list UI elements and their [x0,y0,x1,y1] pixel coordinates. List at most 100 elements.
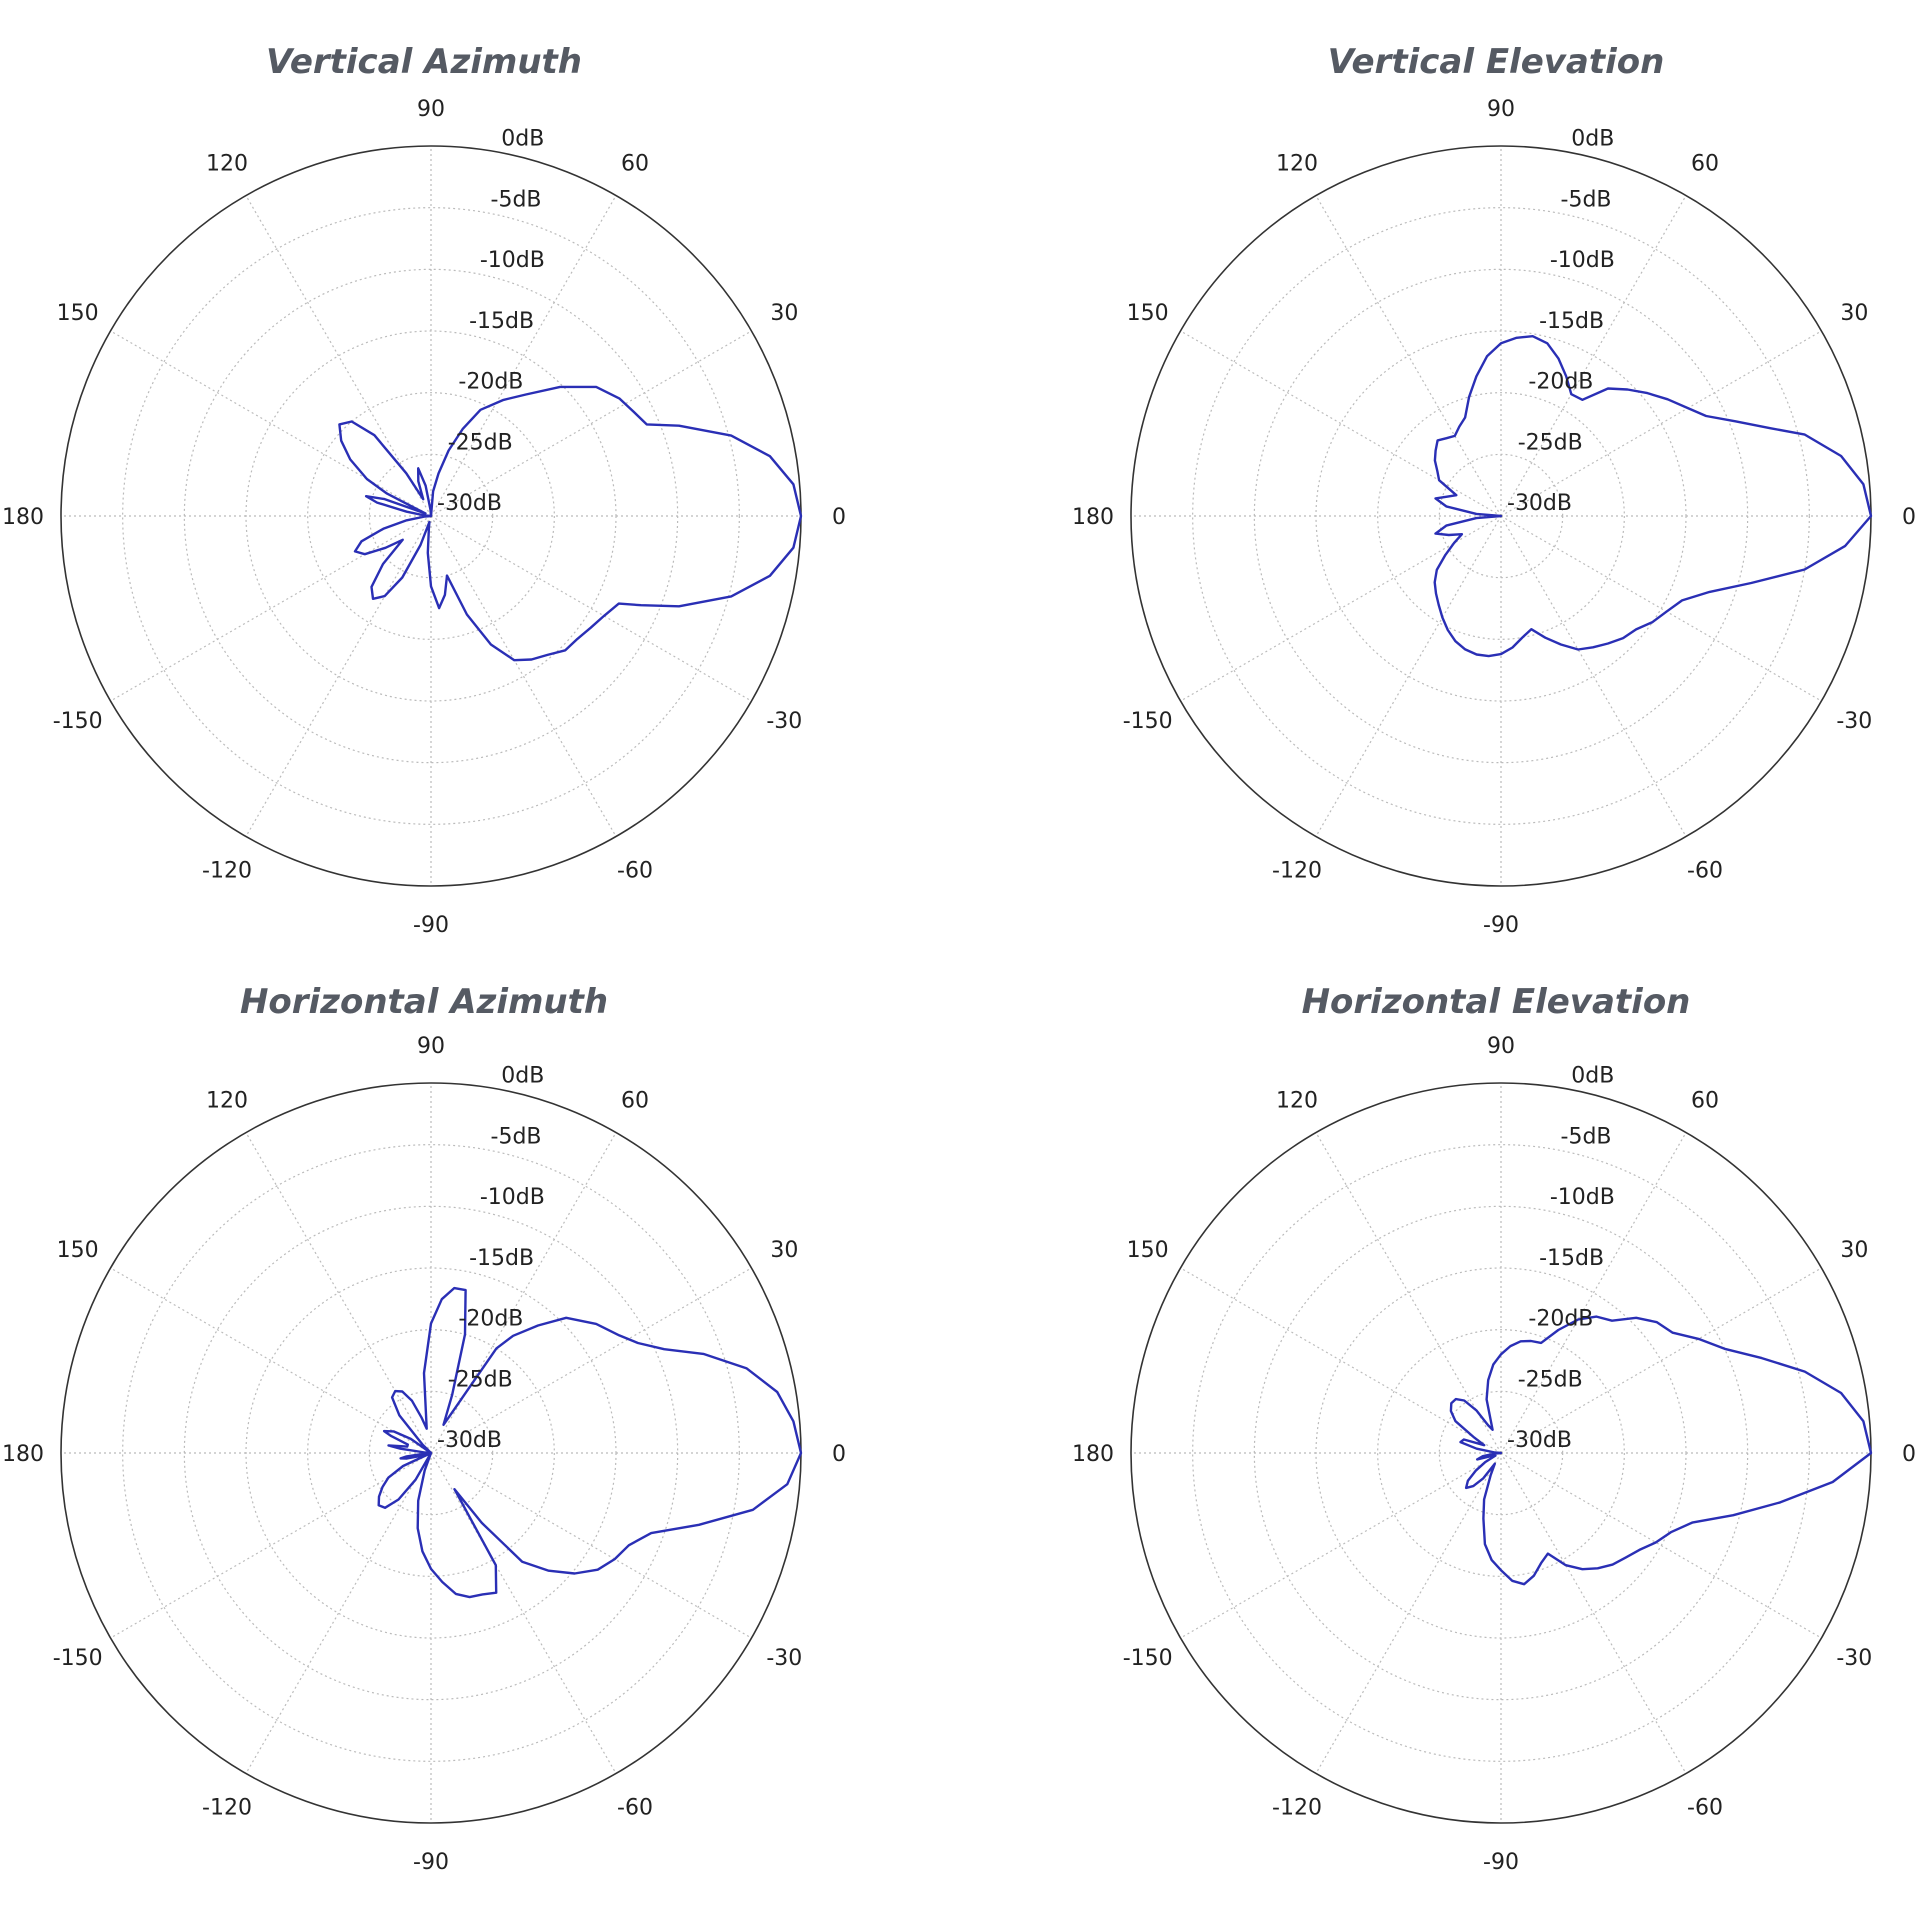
angle-tick-label: 120 [1276,1089,1318,1114]
angle-tick-label: -60 [617,858,653,883]
angle-tick-label: -90 [413,1850,449,1875]
radial-tick-label: -25dB [448,430,513,455]
angular-gridline [110,330,432,517]
radial-gridline [245,1267,617,1639]
angle-tick-label: -150 [1123,1646,1173,1671]
angle-tick-label: 180 [2,1442,44,1467]
angle-tick-label: -120 [202,1795,252,1820]
radial-gridline [1438,453,1564,579]
radial-tick-label: 0dB [501,127,544,152]
angle-tick-label: -30 [1836,1646,1872,1671]
radial-tick-label: -25dB [448,1367,513,1392]
radial-gridline [122,207,740,825]
radial-gridline [1377,1329,1625,1577]
radial-tick-label: -15dB [469,1246,534,1271]
radial-tick-label: -15dB [469,309,534,334]
angular-gridline [110,515,432,702]
angular-gridline [245,1132,432,1454]
radial-gridline [368,1390,494,1516]
chart-title-vertical-azimuth: Vertical Azimuth [265,42,582,82]
angle-tick-label: 150 [57,301,99,326]
angle-tick-label: 90 [417,1034,445,1059]
chart-title-horizontal-elevation: Horizontal Elevation [1301,982,1691,1022]
polar-chart-1: 0 30 60 90 120 150 180 -150 -120 -90 -60 -30 0dB -5dB… [1072,97,1916,938]
angle-tick-label: 180 [1072,1442,1114,1467]
angle-tick-label: -120 [202,858,252,883]
angular-gridline [1315,1452,1502,1774]
angle-tick-label: 60 [621,1089,649,1114]
radial-tick-label: -10dB [1550,1185,1615,1210]
pattern-series-line [1433,335,1873,658]
angular-gridline [1500,515,1687,837]
angular-gridline [110,1452,432,1639]
radial-gridline [1438,1390,1564,1516]
angle-tick-label: 90 [1487,97,1515,122]
angle-tick-label: -150 [53,1646,103,1671]
pattern-series-line [338,385,803,662]
angle-tick-label: -60 [1687,858,1723,883]
radial-gridline [122,1144,740,1762]
angle-tick-label: 150 [1127,301,1169,326]
angle-tick-label: 120 [1276,152,1318,177]
angle-tick-label: -90 [413,913,449,938]
chart-title-vertical-elevation: Vertical Elevation [1327,42,1665,82]
radial-gridline [1192,207,1810,825]
angle-tick-label: -30 [766,1646,802,1671]
radial-tick-label: -30dB [1507,491,1572,516]
angular-gridline [430,1452,617,1774]
angle-tick-label: 90 [417,97,445,122]
angle-tick-label: -120 [1272,858,1322,883]
angle-tick-label: 150 [57,1238,99,1263]
radial-tick-label: -15dB [1539,309,1604,334]
radial-tick-label: -20dB [458,1307,523,1332]
radial-tick-label: 0dB [1571,1064,1614,1089]
pattern-series-line [1449,1315,1873,1586]
angle-tick-label: -90 [1483,1850,1519,1875]
polar-chart-3: 0 30 60 90 120 150 180 -150 -120 -90 -60 -30 0dB -5dB… [1072,1034,1916,1875]
angular-gridline [1500,195,1687,517]
radial-tick-label: -30dB [437,1428,502,1453]
polar-chart-2: 0 30 60 90 120 150 180 -150 -120 -90 -60 -30 0dB -5dB… [2,1034,846,1875]
radial-tick-label: -10dB [1550,248,1615,273]
angular-gridline [430,515,617,837]
angle-tick-label: -150 [53,709,103,734]
angular-gridline [245,195,432,517]
angle-tick-label: 30 [770,1238,798,1263]
radial-gridline [1253,268,1749,764]
angular-gridline [1315,515,1502,837]
radial-tick-label: -20dB [1528,370,1593,395]
radial-tick-label: -25dB [1518,430,1583,455]
angle-tick-label: 0 [1902,505,1916,530]
radial-gridline [1253,1205,1749,1701]
radial-tick-label: -15dB [1539,1246,1604,1271]
radial-gridline [245,330,617,702]
radial-tick-label: -5dB [1561,187,1612,212]
radial-gridline [183,1205,679,1701]
polar-chart-0: 0 30 60 90 120 150 180 -150 -120 -90 -60 -30 0dB -5dB… [2,97,846,938]
angular-gridline [1180,1267,1502,1454]
pattern-series-line [377,1286,803,1599]
angular-gridline [245,515,432,837]
angle-tick-label: 90 [1487,1034,1515,1059]
angle-tick-label: -30 [766,709,802,734]
radial-tick-label: -20dB [1528,1307,1593,1332]
radial-gridline [1377,392,1625,640]
angle-tick-label: 0 [832,1442,846,1467]
chart-title-horizontal-azimuth: Horizontal Azimuth [239,982,609,1022]
radial-tick-label: -5dB [1561,1124,1612,1149]
angular-gridline [245,1452,432,1774]
radial-tick-label: 0dB [1571,127,1614,152]
angular-gridline [110,1267,432,1454]
angle-tick-label: 30 [1840,301,1868,326]
angle-tick-label: 120 [206,152,248,177]
radial-tick-label: -25dB [1518,1367,1583,1392]
radial-gridline [1192,1144,1810,1762]
angle-tick-label: 150 [1127,1238,1169,1263]
angle-tick-label: 180 [1072,505,1114,530]
radial-tick-label: 0dB [501,1064,544,1089]
radial-tick-label: -5dB [491,187,542,212]
angle-tick-label: 0 [1902,1442,1916,1467]
radial-gridline [1315,1267,1687,1639]
